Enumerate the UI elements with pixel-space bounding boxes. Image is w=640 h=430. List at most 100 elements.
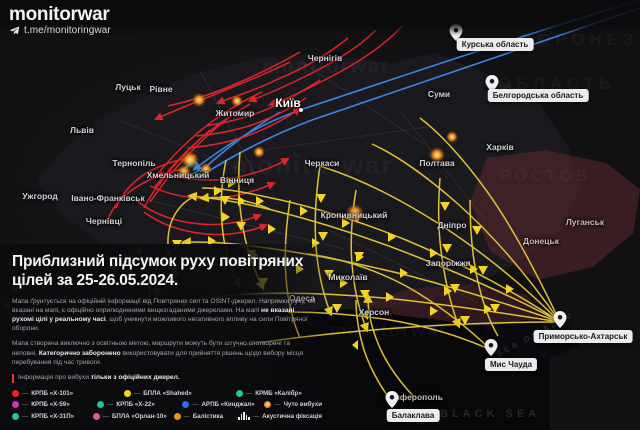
impact-marker-group (177, 93, 458, 222)
legend-dot-magenta (12, 401, 19, 408)
paragraph-sources: Мапа ґрунтується на офіційній інформації… (12, 297, 316, 334)
legend-label-explosions-heard: Чуто вибухи (283, 401, 322, 408)
legend-item: — КРМБ «Калібр» (236, 390, 302, 397)
legend-dash: — (246, 390, 253, 397)
legend-dash: — (274, 401, 281, 408)
warning-bar-icon (12, 374, 14, 383)
legend-dash: — (107, 401, 114, 408)
official-sources-warning: Інформація про вибухи тільки з офіційних… (0, 373, 330, 383)
legend-dot-explosion (264, 401, 272, 408)
pin-label-mys-chauda: Мис Чауда (484, 358, 538, 371)
city-label-rivne: Рівне (149, 84, 173, 94)
acoustic-waveform-icon (238, 412, 250, 420)
city-label-poltava: Полтава (419, 158, 455, 168)
panel-body: Мапа ґрунтується на офіційній інформації… (0, 290, 330, 367)
warning-a: Інформація про вибухи (18, 374, 91, 381)
legend-label-kinzhal: АРПБ «Кинджал» (201, 401, 255, 408)
para2-b: Категорично заборонено (38, 349, 121, 357)
city-label-chernihiv: Чернігів (307, 53, 343, 63)
legend-row: — КРПБ «Х-59» — КРПБ «Х-22» — АРПБ «Кинд… (12, 401, 322, 408)
city-label-lutsk: Луцьк (115, 82, 141, 92)
legend-dot-blue (182, 401, 190, 408)
legend-item: — КРПБ «Х-101» (12, 390, 124, 397)
legend-dot-green (236, 390, 243, 397)
legend-item: — БПЛА «Shahed» (124, 390, 236, 397)
legend-item: — АРПБ «Кинджал» (182, 401, 264, 408)
track-kalibr-green (183, 161, 201, 177)
para1-c: , щоб уникнути можливого негативного впл… (12, 315, 308, 333)
legend-label-ballistic: Балістика (192, 412, 224, 420)
header-bar: monitorwar t.me/monitoringwar (0, 0, 640, 36)
city-label-ivano-frankivsk: Івано-Франківськ (71, 193, 145, 203)
legend-dash: — (22, 412, 29, 420)
legend-dot-teal (97, 401, 105, 408)
warning-b: тільки з офіційних джерел. (90, 374, 180, 381)
legend-dot-yellow (124, 390, 131, 397)
telegram-handle: t.me/monitoringwar (24, 25, 111, 36)
legend-dash: — (252, 412, 260, 420)
city-label-kyiv: Київ (275, 96, 301, 110)
city-label-donetsk: Донецьк (523, 236, 559, 246)
legend-dash: — (22, 390, 29, 397)
telegram-link[interactable]: t.me/monitoringwar (9, 25, 640, 36)
legend-dash: — (22, 401, 29, 408)
city-dot-kyiv (299, 108, 303, 112)
city-label-cherkasy: Черкаси (304, 158, 340, 168)
city-label-vinnytsia: Вінниця (219, 175, 255, 185)
legend-dot-orange (173, 412, 181, 420)
legend-item: — КРПБ «Х-59» (12, 401, 97, 408)
legend-label-acoustic: Акустична фіксація (262, 412, 322, 420)
legend-label-kh101: КРПБ «Х-101» (31, 390, 74, 397)
legend: — КРПБ «Х-101» — БПЛА «Shahed» — КРМБ «К… (0, 383, 330, 426)
pin-label-prymorsko-akhtarsk: Приморсько-Ахтарськ (533, 330, 633, 343)
paragraph-educational: Мапа створена виключно з освітньою метою… (12, 339, 316, 367)
city-label-zhytomyr: Житомир (215, 108, 255, 118)
city-label-kharkiv: Харків (486, 142, 514, 152)
city-label-zaporizhzhia: Запоріжжя (425, 258, 471, 268)
legend-dash: — (192, 401, 199, 408)
city-label-lviv: Львів (69, 125, 95, 135)
map-pin-icon[interactable] (484, 339, 498, 356)
legend-dash: — (134, 390, 141, 397)
legend-item: — Акустична фіксація (238, 412, 322, 420)
city-label-ternopil: Тернопіль (112, 158, 156, 168)
para2-c: використовувати для прийняття рішень щод… (12, 349, 304, 366)
telegram-paper-plane-icon (9, 26, 20, 35)
city-label-uzhhorod: Ужгород (22, 191, 58, 201)
legend-dot-teal2 (12, 412, 19, 420)
pin-label-balaklava: Балаклава (386, 409, 440, 422)
map-pin-icon[interactable] (485, 75, 499, 92)
city-label-chernivtsi: Чернівці (85, 216, 123, 226)
legend-label-kalibr: КРМБ «Калібр» (255, 390, 302, 397)
city-label-mykolaiv: Миколаїв (328, 272, 368, 282)
legend-dot-pink (92, 412, 100, 420)
city-label-kherson: Херсон (358, 307, 390, 317)
legend-dot-red (12, 390, 19, 397)
para1-a: Мапа ґрунтується на офіційній інформації… (12, 297, 316, 314)
legend-dash: — (183, 412, 190, 420)
city-label-dnipro: Дніпро (437, 220, 467, 230)
sea-label-black: BLACK SEA (440, 408, 541, 420)
legend-item: — Балістика (173, 412, 239, 420)
city-label-simferopol: Сімферополь (385, 392, 443, 402)
map-pin-icon[interactable] (553, 311, 567, 328)
city-label-luhansk: Луганськ (565, 217, 605, 227)
map-pin-icon[interactable] (385, 391, 399, 408)
legend-item: — КРПБ «Х-31П» (12, 412, 93, 420)
para2-a: Мапа створена виключно з освітньою метою… (12, 340, 290, 357)
legend-label-shahed: БПЛА «Shahed» (143, 390, 192, 397)
city-label-kropyvnytskyi: Кропивницький (320, 210, 388, 220)
panel-title: Приблизний підсумок руху повітряних ціле… (12, 252, 304, 289)
pin-label-belgorod-oblast: Белгородська область (487, 89, 589, 102)
legend-item: — КРПБ «Х-22» (97, 401, 182, 408)
legend-label-kh22: КРПБ «Х-22» (116, 401, 155, 408)
legend-item: — БПЛА «Орлан-10» (92, 412, 174, 420)
legend-item: — Чуто вибухи (264, 401, 322, 408)
brand-title: monitorwar (9, 4, 110, 25)
info-panel: Приблизний підсумок руху повітряних ціле… (0, 243, 330, 430)
legend-label-orlan10: БПЛА «Орлан-10» (111, 412, 167, 420)
pin-label-kursk-oblast: Курська область (456, 38, 534, 51)
legend-label-kh59: КРПБ «Х-59» (31, 401, 70, 408)
para1-b: не вказані рухомі цілі у реальному часі (12, 306, 295, 323)
